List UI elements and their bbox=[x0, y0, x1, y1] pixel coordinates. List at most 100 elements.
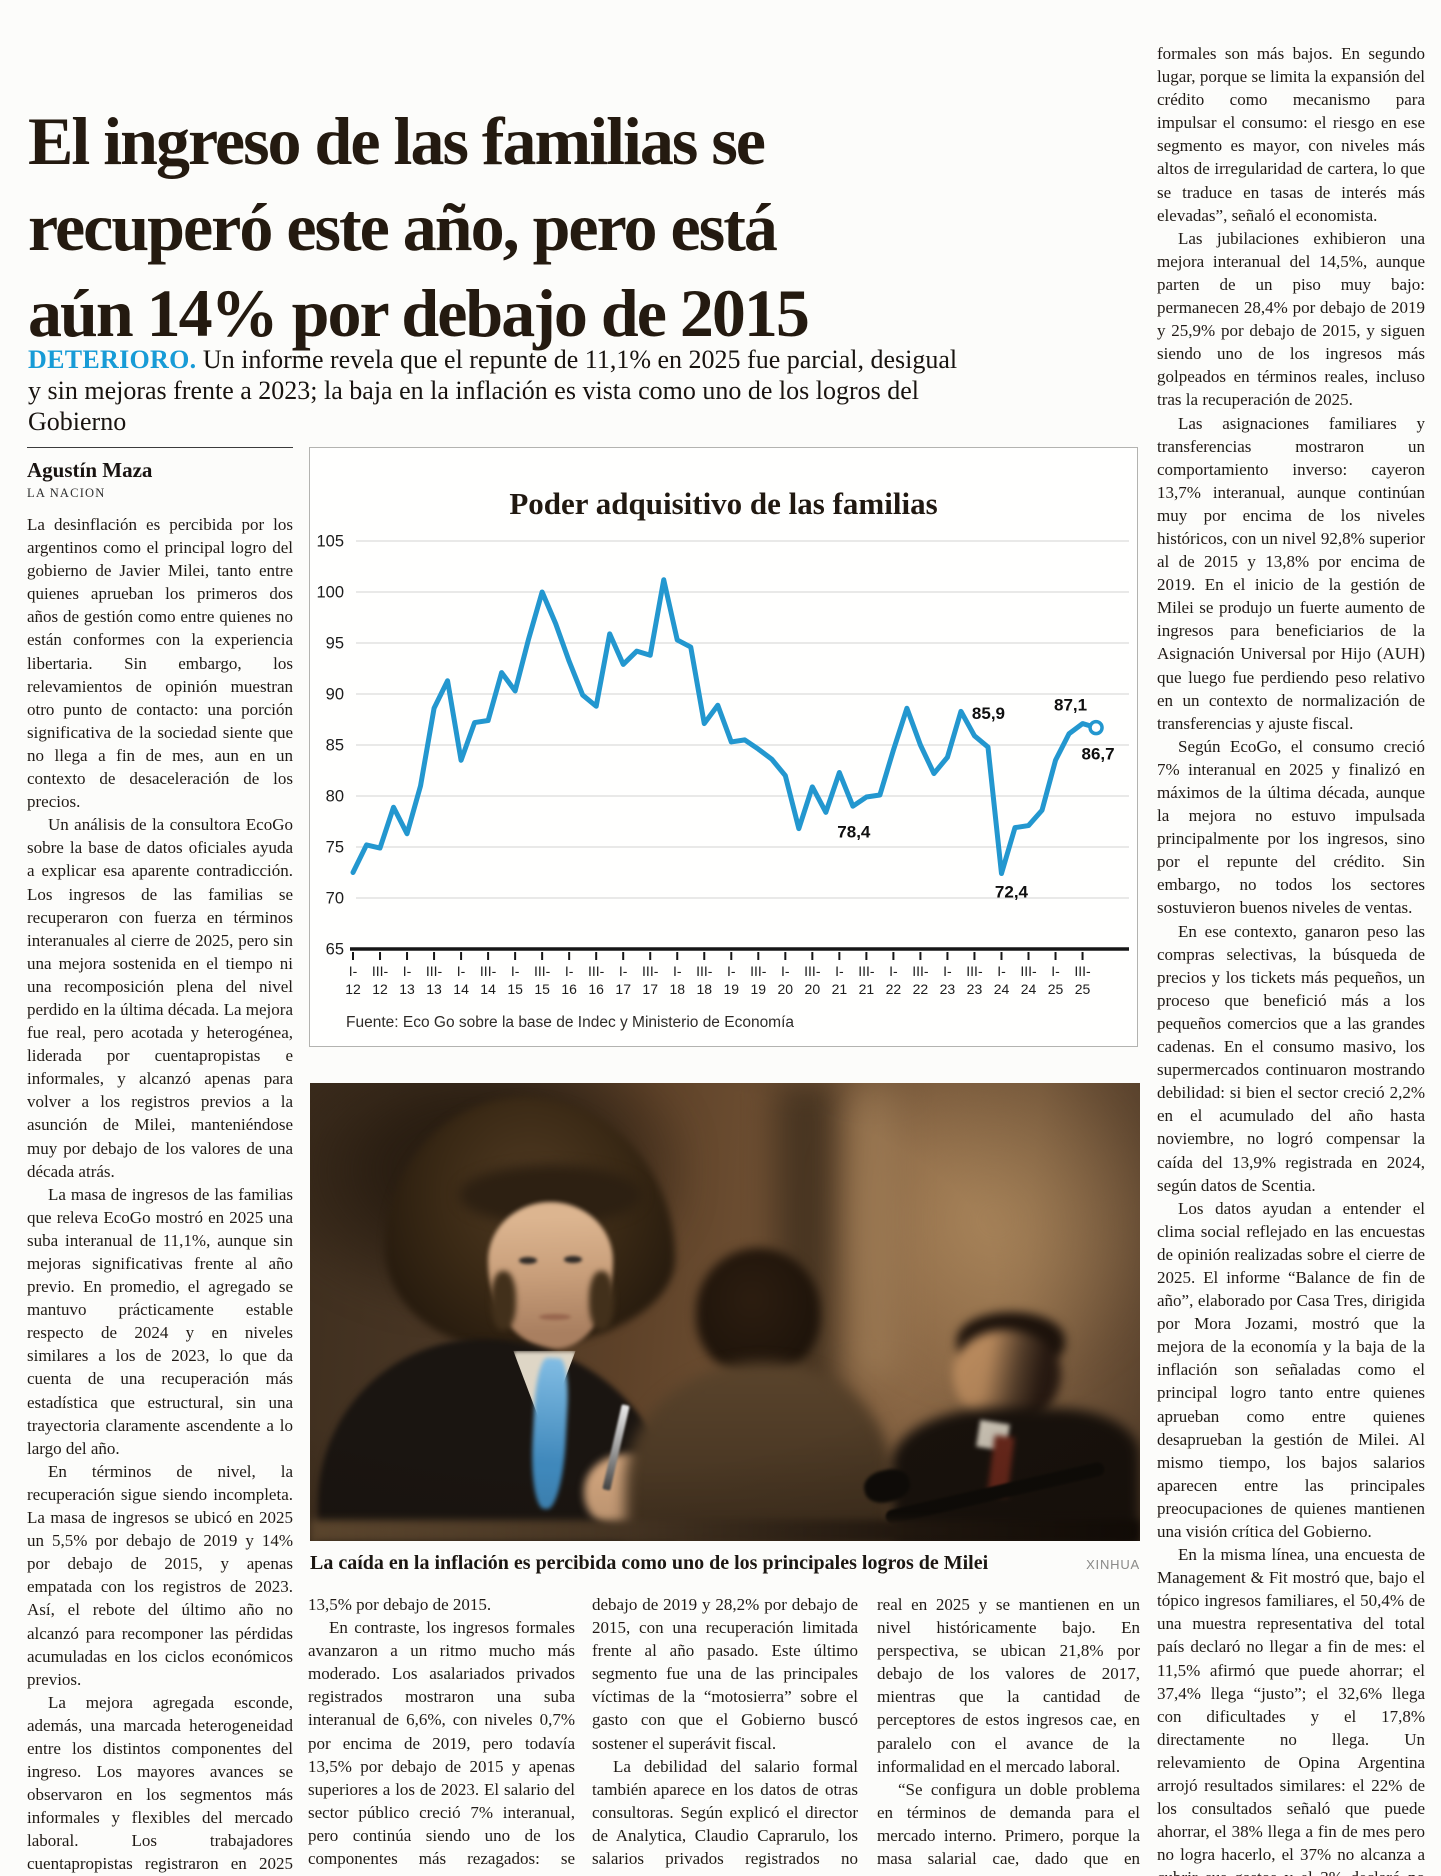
svg-text:13: 13 bbox=[426, 981, 442, 997]
svg-text:16: 16 bbox=[561, 981, 577, 997]
svg-text:86,7: 86,7 bbox=[1082, 745, 1115, 764]
headline-line-2: recuperó este año, pero está bbox=[28, 188, 778, 265]
photo-person-center-head bbox=[695, 1247, 821, 1377]
paragraph: La masa de ingresos de las familias que … bbox=[27, 1184, 293, 1458]
article-deck: DETERIORO. Un informe revela que el repu… bbox=[28, 344, 958, 437]
svg-text:24: 24 bbox=[1021, 981, 1037, 997]
svg-text:24: 24 bbox=[994, 981, 1010, 997]
svg-text:III-: III- bbox=[1020, 963, 1037, 979]
svg-text:I-: I- bbox=[403, 963, 412, 979]
article-column-4: real en 2025 y se mantienen en un nivel … bbox=[877, 1593, 1140, 1871]
svg-text:80: 80 bbox=[326, 788, 344, 806]
milei-eye-right bbox=[563, 1256, 583, 1264]
headline-line-3: aún 14% por debajo de 2015 bbox=[28, 274, 810, 351]
svg-text:I-: I- bbox=[835, 963, 844, 979]
svg-text:22: 22 bbox=[913, 981, 929, 997]
svg-text:75: 75 bbox=[326, 839, 344, 857]
svg-text:95: 95 bbox=[326, 635, 344, 653]
svg-text:I-: I- bbox=[1051, 963, 1060, 979]
photo-caption: La caída en la inflación es percibida co… bbox=[310, 1552, 989, 1574]
svg-text:90: 90 bbox=[326, 686, 344, 704]
chart-plot: 105 100 95 90 85 80 75 70 65 I- 12 III- 12 I- 13 III- 13… bbox=[316, 533, 1129, 997]
paragraph: Las jubilaciones exhibieron una mejora i… bbox=[1157, 228, 1425, 410]
svg-text:105: 105 bbox=[316, 533, 344, 551]
section-kicker: DETERIORO. bbox=[28, 345, 197, 374]
svg-text:I-: I- bbox=[673, 963, 682, 979]
svg-text:23: 23 bbox=[967, 981, 983, 997]
paragraph: debajo de 2019 y 28,2% por debajo de 201… bbox=[592, 1595, 858, 1753]
article-column-5: formales son más bajos. En segundo lugar… bbox=[1157, 42, 1425, 1876]
svg-text:87,1: 87,1 bbox=[1054, 696, 1087, 715]
svg-text:III-: III- bbox=[804, 963, 821, 979]
milei-mouth bbox=[539, 1314, 571, 1321]
svg-text:12: 12 bbox=[372, 981, 388, 997]
paragraph: Un análisis de la consultora EcoGo sobre… bbox=[27, 815, 293, 1181]
photo-vignette bbox=[310, 1083, 1140, 1541]
milei-sideburn-right bbox=[588, 1270, 614, 1331]
svg-text:III-: III- bbox=[912, 963, 929, 979]
article-headline: El ingreso de las familias se recuperó e… bbox=[28, 98, 1008, 356]
svg-text:III-: III- bbox=[480, 963, 497, 979]
svg-text:65: 65 bbox=[326, 941, 344, 959]
byline-rule bbox=[27, 447, 293, 448]
svg-text:15: 15 bbox=[534, 981, 550, 997]
svg-text:III-: III- bbox=[966, 963, 983, 979]
svg-text:16: 16 bbox=[588, 981, 604, 997]
paragraph: “Se configura un doble problema en térmi… bbox=[877, 1779, 1140, 1869]
svg-text:85,9: 85,9 bbox=[972, 704, 1005, 723]
svg-text:III-: III- bbox=[696, 963, 713, 979]
svg-text:25: 25 bbox=[1048, 981, 1064, 997]
article-column-1: La desinflación es percibida por los arg… bbox=[27, 513, 293, 1876]
svg-text:I-: I- bbox=[781, 963, 790, 979]
milei-sideburn-left bbox=[490, 1270, 516, 1331]
svg-text:18: 18 bbox=[696, 981, 712, 997]
svg-text:20: 20 bbox=[778, 981, 794, 997]
paragraph: Según EcoGo, el consumo creció 7% intera… bbox=[1157, 736, 1425, 918]
svg-text:15: 15 bbox=[507, 981, 523, 997]
svg-text:III-: III- bbox=[588, 963, 605, 979]
paragraph: En términos de nivel, la recuperación si… bbox=[27, 1461, 293, 1689]
svg-text:18: 18 bbox=[669, 981, 685, 997]
photo-table-edge bbox=[310, 1520, 1140, 1541]
paragraph: La debilidad del salario formal también … bbox=[592, 1756, 858, 1869]
svg-text:I-: I- bbox=[511, 963, 520, 979]
paragraph: En ese contexto, ganaron peso las compra… bbox=[1157, 921, 1425, 1195]
svg-text:III-: III- bbox=[1074, 963, 1091, 979]
svg-text:70: 70 bbox=[326, 890, 344, 908]
photo-credit: XINHUA bbox=[1086, 1557, 1140, 1572]
svg-text:85: 85 bbox=[326, 737, 344, 755]
svg-text:III-: III- bbox=[858, 963, 875, 979]
svg-text:72,4: 72,4 bbox=[995, 883, 1029, 902]
byline-organization: LA NACION bbox=[27, 486, 106, 500]
paragraph: En contraste, los ingresos formales avan… bbox=[308, 1618, 575, 1869]
paragraph: formales son más bajos. En segundo lugar… bbox=[1157, 44, 1425, 225]
headline-line-1: El ingreso de las familias se bbox=[28, 102, 766, 179]
paragraph: real en 2025 y se mantienen en un nivel … bbox=[877, 1595, 1140, 1776]
svg-text:78,4: 78,4 bbox=[837, 822, 871, 841]
milei-eye-left bbox=[519, 1257, 538, 1265]
paragraph: La desinflación es percibida por los arg… bbox=[27, 515, 293, 812]
chart-title: Poder adquisitivo de las familias bbox=[509, 486, 938, 521]
photo-person-center-body bbox=[625, 1362, 891, 1541]
svg-text:14: 14 bbox=[480, 981, 496, 997]
byline: Agustín Maza LA NACION bbox=[27, 458, 293, 501]
svg-text:100: 100 bbox=[316, 584, 344, 602]
photo-background-pillar-light bbox=[849, 1083, 900, 1381]
paragraph: Los datos ayudan a entender el clima soc… bbox=[1157, 1198, 1425, 1541]
svg-text:I-: I- bbox=[997, 963, 1006, 979]
paragraph: La mejora agregada esconde, además, una … bbox=[27, 1692, 293, 1874]
purchasing-power-chart: Poder adquisitivo de las familias 105 100… bbox=[309, 447, 1138, 1047]
svg-text:17: 17 bbox=[642, 981, 658, 997]
svg-text:I-: I- bbox=[889, 963, 898, 979]
svg-text:22: 22 bbox=[886, 981, 902, 997]
svg-text:I-: I- bbox=[619, 963, 628, 979]
svg-text:III-: III- bbox=[642, 963, 659, 979]
article-column-3: debajo de 2019 y 28,2% por debajo de 201… bbox=[592, 1593, 858, 1871]
deck-text: Un informe revela que el repunte de 11,1… bbox=[28, 345, 958, 436]
svg-text:I-: I- bbox=[349, 963, 358, 979]
svg-text:23: 23 bbox=[940, 981, 956, 997]
svg-text:III-: III- bbox=[750, 963, 767, 979]
svg-text:21: 21 bbox=[859, 981, 875, 997]
photo-caption-row: La caída en la inflación es percibida co… bbox=[310, 1552, 1140, 1575]
